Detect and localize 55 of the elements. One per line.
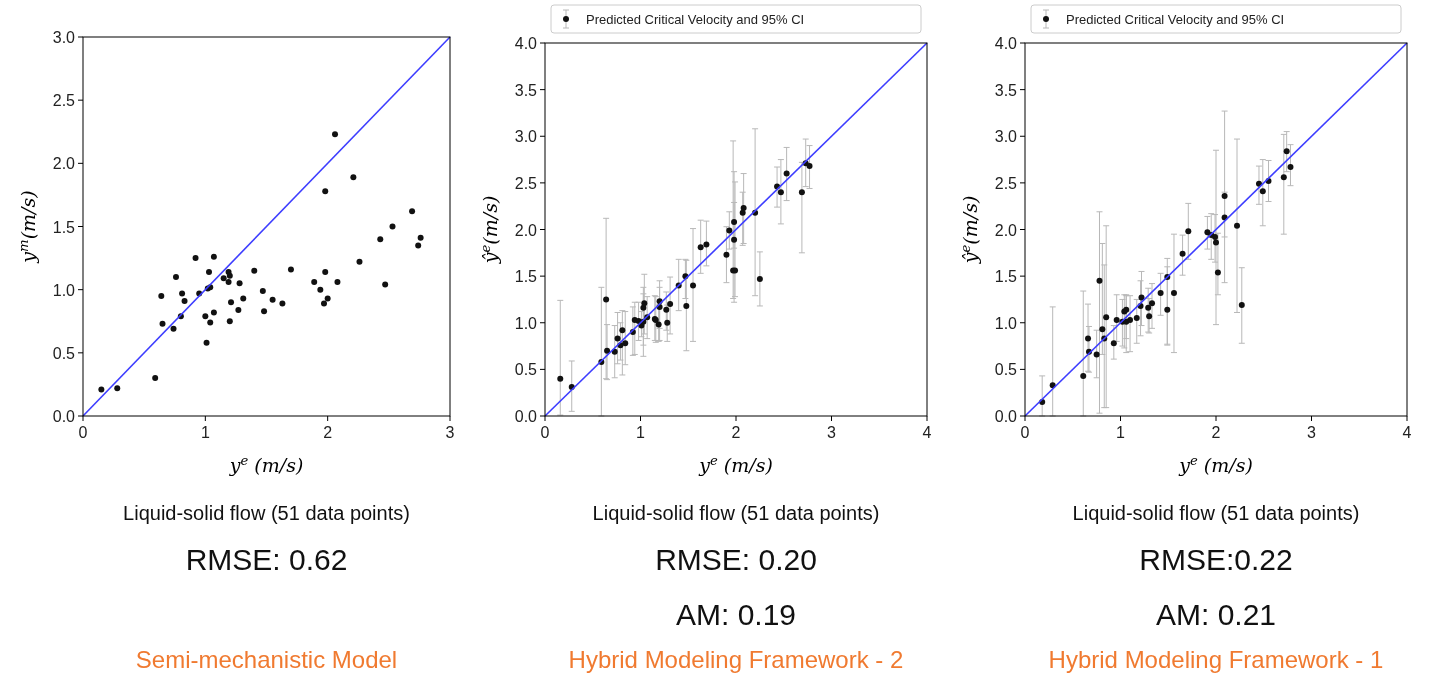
text: AM: 0.19 — [675, 598, 797, 631]
y-tick-label: 2.0 — [514, 221, 538, 239]
text: RMSE: 0.20 — [655, 543, 817, 576]
y-tick-label: 2.5 — [52, 92, 76, 110]
text: Predicted Critical Velocity and 95% CI — [586, 12, 805, 27]
x-tick-label: 1 — [636, 424, 646, 441]
y-tick-label: 2.5 — [514, 174, 538, 192]
y-tick-label: 0.5 — [52, 344, 76, 362]
text: AM: 0.21 — [1155, 598, 1277, 631]
x-tick-label: 1 — [200, 424, 210, 441]
y-tick-label: 0.0 — [514, 408, 538, 425]
y-tick-label: 2.0 — [994, 221, 1018, 239]
x-tick-label: 2 — [1211, 424, 1221, 441]
y-tick-label: 2.0 — [52, 155, 76, 173]
y-tick-label: 1.0 — [52, 281, 76, 299]
x-tick-label: 3 — [445, 424, 455, 441]
x-tick-label: 0 — [78, 424, 88, 441]
x-tick-label: 1 — [1116, 424, 1126, 441]
y-tick-label: 4.0 — [514, 35, 538, 52]
y-tick-label: 0.5 — [514, 361, 538, 379]
y-tick-label: 3.0 — [52, 29, 76, 46]
y-tick-label: 1.0 — [514, 314, 538, 332]
text: RMSE:0.22 — [1139, 543, 1293, 576]
y-tick-label: 2.5 — [994, 174, 1018, 192]
y-tick-label: 1.5 — [994, 268, 1018, 286]
y-tick-label: 3.0 — [994, 128, 1018, 146]
x-axis-title: y$^{e}$ (m/s) — [228, 452, 304, 476]
x-axis-title: y$^{e}$ (m/s) — [1178, 452, 1253, 476]
x-tick-label: 2 — [323, 424, 333, 441]
y-tick-label: 1.5 — [514, 268, 538, 286]
y-tick-label: 1.5 — [52, 218, 76, 236]
y-tick-label: 4.0 — [994, 35, 1018, 52]
text: Predicted Critical Velocity and 95% CI — [1066, 12, 1285, 27]
text: Semi-mechanistic Model — [135, 646, 398, 673]
x-tick-label: 3 — [827, 424, 837, 441]
y-tick-label: 3.5 — [514, 81, 538, 99]
text: Liquid-solid flow (51 data points) — [123, 502, 410, 524]
y-tick-label: 0.0 — [994, 408, 1018, 425]
x-tick-label: 3 — [1307, 424, 1317, 441]
x-tick-label: 2 — [731, 424, 741, 441]
x-tick-label: 0 — [540, 424, 550, 441]
y-tick-label: 0.0 — [52, 408, 76, 425]
y-tick-label: 0.5 — [994, 361, 1018, 379]
text: Liquid-solid flow (51 data points) — [1072, 502, 1360, 524]
x-tick-label: 4 — [1402, 424, 1412, 441]
text: Hybrid Modeling Framework - 2 — [568, 646, 904, 673]
y-tick-label: 1.0 — [994, 314, 1018, 332]
x-tick-label: 4 — [922, 424, 932, 441]
y-tick-label: 3.0 — [514, 128, 538, 146]
text: Hybrid Modeling Framework - 1 — [1048, 646, 1384, 673]
text: Liquid-solid flow (51 data points) — [592, 502, 880, 524]
x-tick-label: 0 — [1020, 424, 1030, 441]
text: RMSE: 0.62 — [185, 543, 348, 576]
y-tick-label: 3.5 — [994, 81, 1018, 99]
x-axis-title: y$^{e}$ (m/s) — [698, 452, 773, 476]
